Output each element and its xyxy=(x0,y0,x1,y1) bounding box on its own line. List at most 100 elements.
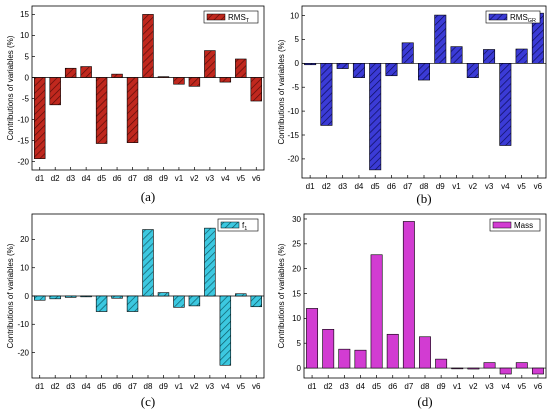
y-axis-title: Contributions of variables (%) xyxy=(6,243,15,348)
bar-d5 xyxy=(370,254,383,369)
y-axis-title: Contributions of variables (%) xyxy=(277,39,286,144)
bar-d2 xyxy=(322,328,335,369)
legend: RMST xyxy=(203,10,259,24)
x-tick-label: v4 xyxy=(221,174,230,183)
x-tick-label: v2 xyxy=(190,174,199,183)
y-tick-label: -10 xyxy=(17,115,29,124)
bar-v5 xyxy=(235,293,247,297)
bar-d8 xyxy=(142,229,154,297)
panel-label: (d) xyxy=(417,394,432,409)
x-tick-label: d8 xyxy=(144,174,153,183)
legend-swatch xyxy=(488,13,508,21)
bar-d4 xyxy=(80,295,92,298)
x-tick-label: d3 xyxy=(338,182,347,191)
bar-v4 xyxy=(219,295,232,366)
x-tick-label: d5 xyxy=(372,382,381,391)
bar-v6 xyxy=(531,367,544,375)
legend-label: RMSGR xyxy=(510,13,536,24)
legend-label-main: RMS xyxy=(228,13,246,22)
bar-v4 xyxy=(499,63,512,146)
x-tick-label: d8 xyxy=(420,182,429,191)
y-tick-label: 10 xyxy=(20,31,29,40)
bar-d4 xyxy=(354,349,367,369)
x-tick-label: v5 xyxy=(517,182,526,191)
bar-v5 xyxy=(515,362,528,369)
bar-v5 xyxy=(235,58,247,78)
x-tick-label: d3 xyxy=(66,174,75,183)
bar-d8 xyxy=(419,336,431,369)
bar-v3 xyxy=(204,227,216,297)
x-tick-label: v5 xyxy=(237,382,246,391)
legend-label: Mass xyxy=(514,221,533,230)
y-tick-label: 5 xyxy=(295,35,300,44)
x-tick-label: v4 xyxy=(501,382,510,391)
bar-v4 xyxy=(499,367,512,375)
y-tick-label: 10 xyxy=(290,11,299,20)
bar-v2 xyxy=(188,295,201,307)
legend-label-sub: 1 xyxy=(244,226,247,232)
y-tick-label: 0 xyxy=(295,59,300,68)
bar-d8 xyxy=(142,14,154,78)
y-tick-label: 30 xyxy=(292,215,301,224)
x-tick-label: d8 xyxy=(421,382,430,391)
bar-d5 xyxy=(369,63,382,171)
x-tick-label: d9 xyxy=(436,182,445,191)
x-tick-label: d2 xyxy=(51,382,60,391)
x-tick-label: d7 xyxy=(128,174,137,183)
x-tick-label: v1 xyxy=(175,174,184,183)
x-tick-label: v2 xyxy=(469,182,478,191)
bar-d7 xyxy=(401,42,414,64)
bar-v1 xyxy=(450,46,463,64)
legend-swatch xyxy=(492,221,512,229)
x-tick-label: d1 xyxy=(35,382,44,391)
y-tick-label: 15 xyxy=(20,10,29,19)
x-tick-label: d6 xyxy=(113,382,122,391)
bar-d7 xyxy=(402,221,415,369)
x-tick-label: d9 xyxy=(159,382,168,391)
bar-d6 xyxy=(385,63,398,77)
x-tick-label: d4 xyxy=(82,174,91,183)
bar-v2 xyxy=(188,77,201,87)
y-tick-label: -20 xyxy=(287,155,299,164)
y-tick-label: -10 xyxy=(17,320,29,329)
x-tick-label: v3 xyxy=(485,182,494,191)
legend: Mass xyxy=(489,218,541,232)
bar-v1 xyxy=(173,295,185,308)
x-tick-label: d9 xyxy=(159,174,168,183)
bar-v6 xyxy=(250,295,262,308)
legend: f1 xyxy=(217,218,259,232)
legend-swatch xyxy=(206,13,226,21)
x-tick-label: d3 xyxy=(66,382,75,391)
y-tick-label: 5 xyxy=(25,52,30,61)
x-tick-label: d1 xyxy=(306,182,315,191)
bar-v2 xyxy=(466,63,479,78)
bar-d1 xyxy=(304,63,317,66)
y-tick-label: 15 xyxy=(292,289,301,298)
legend-label-sub: GR xyxy=(528,18,536,24)
bar-d9 xyxy=(157,76,170,78)
y-tick-label: -5 xyxy=(22,94,30,103)
x-tick-label: d7 xyxy=(404,382,413,391)
x-tick-label: v5 xyxy=(237,174,246,183)
legend-label-main: RMS xyxy=(510,13,528,22)
x-tick-label: v6 xyxy=(252,382,261,391)
x-tick-label: d1 xyxy=(35,174,44,183)
bar-v3 xyxy=(204,50,216,78)
x-tick-label: d2 xyxy=(324,382,333,391)
legend-label-main: f xyxy=(242,221,245,230)
x-tick-label: d4 xyxy=(354,182,363,191)
y-tick-label: 0 xyxy=(297,364,302,373)
y-tick-label: 10 xyxy=(292,314,301,323)
x-tick-label: v1 xyxy=(452,182,461,191)
bar-d5 xyxy=(95,77,108,144)
x-tick-label: d7 xyxy=(128,382,137,391)
bar-d4 xyxy=(352,63,365,78)
bar-d8 xyxy=(418,63,430,81)
legend-label-sub: T xyxy=(246,18,250,24)
panel-c: -20 -10 0 10 20 d1 d2 d3 d4 d5 d6 d7 d8 d9 v1 v2 v3 v4 v5 v… xyxy=(6,213,265,409)
bar-d1 xyxy=(34,77,46,159)
x-tick-label: d9 xyxy=(437,382,446,391)
y-tick-label: 10 xyxy=(20,264,29,273)
bar-d6 xyxy=(111,295,123,299)
